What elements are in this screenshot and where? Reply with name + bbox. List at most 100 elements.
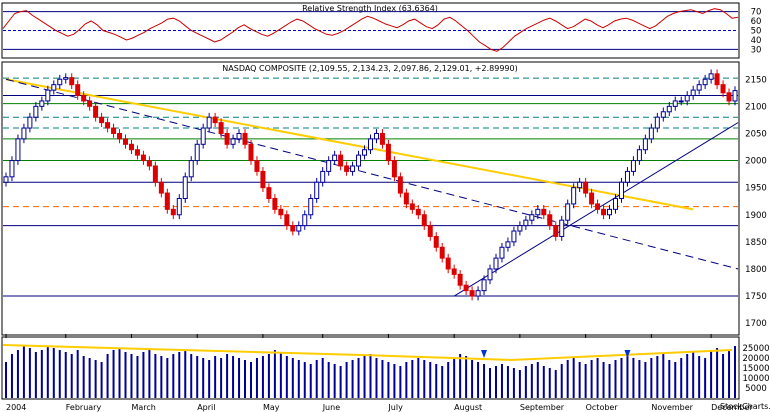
candle-body bbox=[373, 132, 379, 140]
candle-body bbox=[648, 127, 654, 140]
candle-body bbox=[75, 84, 81, 97]
price-title: NASDAQ COMPOSITE (2,109.55, 2,134.23, 2,… bbox=[222, 64, 517, 73]
candle-body bbox=[278, 208, 284, 216]
candle-body bbox=[326, 160, 332, 172]
candle-body bbox=[176, 198, 182, 216]
candle-body bbox=[672, 100, 678, 107]
candle-body bbox=[152, 165, 158, 183]
candle-body bbox=[9, 160, 15, 178]
volume-tick-label: 20000 bbox=[742, 354, 769, 364]
candle-body bbox=[499, 246, 505, 259]
candle-body bbox=[146, 160, 152, 167]
candle-body bbox=[123, 138, 128, 145]
candle-body bbox=[439, 246, 445, 259]
candle-body bbox=[308, 198, 314, 216]
candle-body bbox=[111, 127, 117, 134]
candle-body bbox=[182, 176, 188, 200]
candle-body bbox=[27, 116, 33, 129]
volume-arrow-icon bbox=[481, 350, 488, 358]
candle-body bbox=[254, 160, 260, 172]
candle-body bbox=[714, 73, 720, 86]
price-tick-label: 2100 bbox=[745, 102, 767, 112]
rsi-title: Relative Strength Index (63.6364) bbox=[302, 4, 438, 13]
candle-body bbox=[3, 176, 9, 183]
candle-body bbox=[529, 214, 535, 221]
candle-body bbox=[170, 208, 176, 216]
candle-body bbox=[236, 132, 242, 140]
price-panel bbox=[1, 61, 740, 336]
candle-body bbox=[320, 170, 326, 183]
candle-body bbox=[481, 279, 487, 292]
candle-body bbox=[368, 138, 373, 151]
x-tick-label: 2004 bbox=[6, 403, 26, 412]
price-tick-label: 1800 bbox=[745, 265, 767, 275]
candle-body bbox=[350, 165, 356, 172]
x-tick-label: May bbox=[263, 403, 280, 412]
candle-body bbox=[45, 89, 51, 102]
candle-body bbox=[469, 290, 475, 297]
candle-body bbox=[212, 116, 218, 124]
candle-body bbox=[457, 273, 463, 286]
candle-body bbox=[702, 78, 708, 86]
candle-body bbox=[248, 143, 254, 162]
candle-body bbox=[696, 84, 702, 91]
candle-body bbox=[117, 132, 123, 140]
candle-body bbox=[630, 160, 636, 172]
rsi-line bbox=[2, 8, 739, 52]
price-tick-label: 2150 bbox=[745, 75, 767, 85]
candle-body bbox=[493, 257, 499, 270]
candle-body bbox=[451, 268, 457, 275]
price-tick-label: 2000 bbox=[745, 157, 767, 167]
candle-body bbox=[475, 290, 481, 297]
candle-body bbox=[260, 170, 266, 189]
x-tick-label: September bbox=[520, 403, 565, 412]
candle-body bbox=[463, 284, 469, 292]
candle-body bbox=[684, 95, 690, 102]
candle-body bbox=[391, 160, 397, 178]
candle-body bbox=[105, 122, 111, 129]
candle-body bbox=[194, 143, 200, 162]
candle-body bbox=[69, 77, 75, 86]
candle-body bbox=[642, 138, 648, 151]
candle-body bbox=[541, 208, 547, 216]
x-tick-label: July bbox=[387, 403, 403, 412]
candle-body bbox=[362, 149, 368, 156]
candle-body bbox=[99, 116, 105, 124]
candle-body bbox=[678, 100, 684, 103]
candle-body bbox=[547, 214, 553, 227]
candle-body bbox=[15, 138, 21, 162]
volume-arrow-icon bbox=[624, 350, 631, 358]
candle-body bbox=[720, 84, 726, 94]
candle-body bbox=[636, 149, 642, 162]
x-tick-label: June bbox=[322, 403, 341, 412]
candle-body bbox=[589, 192, 595, 205]
candle-body bbox=[188, 160, 194, 178]
candle-body bbox=[607, 208, 613, 216]
candle-body bbox=[93, 105, 99, 118]
candle-body bbox=[433, 235, 439, 248]
price-tick-label: 2050 bbox=[745, 129, 767, 139]
price-tick-label: 1950 bbox=[745, 184, 767, 194]
candle-body bbox=[690, 89, 696, 97]
candle-body bbox=[39, 100, 45, 107]
candle-body bbox=[344, 165, 350, 172]
candle-body bbox=[379, 132, 385, 145]
rsi-tick-label: 40 bbox=[751, 36, 762, 46]
candle-body bbox=[158, 181, 164, 194]
price-tick-label: 1900 bbox=[745, 211, 767, 221]
candle-body bbox=[290, 225, 296, 232]
rsi-tick-label: 50 bbox=[751, 27, 762, 37]
candle-body bbox=[302, 214, 308, 227]
candle-body bbox=[284, 214, 290, 227]
volume-tick-label: 15000 bbox=[742, 364, 769, 374]
x-tick-label: April bbox=[197, 403, 215, 412]
candle-body bbox=[732, 90, 738, 102]
price-tick-label: 1850 bbox=[745, 238, 767, 248]
candle-body bbox=[134, 149, 140, 156]
candle-body bbox=[517, 225, 523, 232]
volume-trendline bbox=[2, 344, 733, 362]
candle-body bbox=[595, 203, 601, 210]
candle-body bbox=[128, 143, 134, 151]
